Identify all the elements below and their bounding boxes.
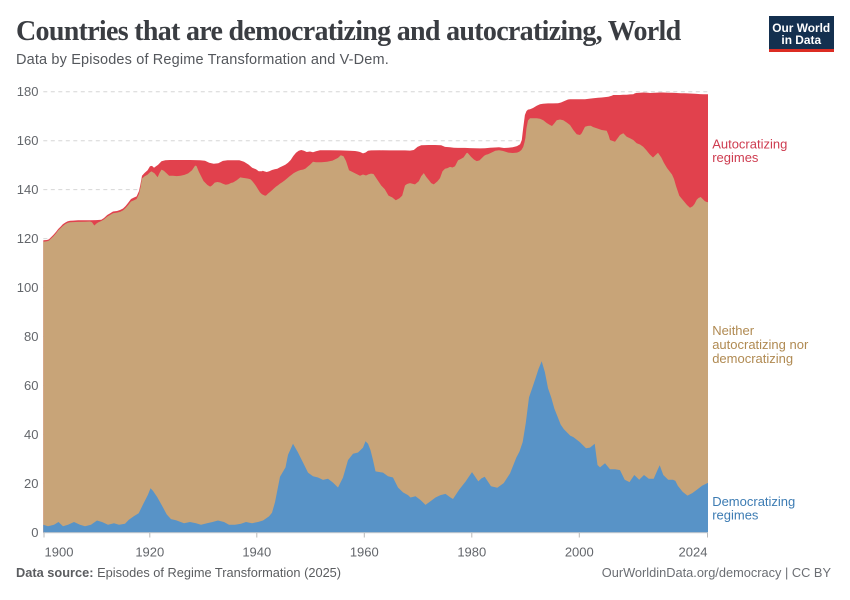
svg-text:1920: 1920 [135,545,164,560]
svg-text:140: 140 [17,182,39,197]
svg-text:160: 160 [17,133,39,148]
svg-text:Neither: Neither [712,323,755,338]
svg-text:regimes: regimes [712,508,759,523]
svg-text:1940: 1940 [242,545,271,560]
svg-text:1900: 1900 [45,545,74,560]
svg-text:2024: 2024 [679,545,708,560]
svg-text:1960: 1960 [350,545,379,560]
svg-text:1980: 1980 [457,545,486,560]
svg-text:Autocratizing: Autocratizing [712,136,787,151]
svg-text:180: 180 [17,84,39,99]
svg-text:20: 20 [24,476,38,491]
svg-text:40: 40 [24,427,38,442]
svg-text:Democratizing: Democratizing [712,494,795,509]
svg-text:60: 60 [24,378,38,393]
svg-text:100: 100 [17,280,39,295]
svg-text:120: 120 [17,231,39,246]
svg-text:democratizing: democratizing [712,351,793,366]
svg-text:autocratizing nor: autocratizing nor [712,337,809,352]
svg-text:regimes: regimes [712,150,759,165]
svg-text:0: 0 [31,525,38,540]
svg-text:2000: 2000 [565,545,594,560]
svg-text:80: 80 [24,329,38,344]
